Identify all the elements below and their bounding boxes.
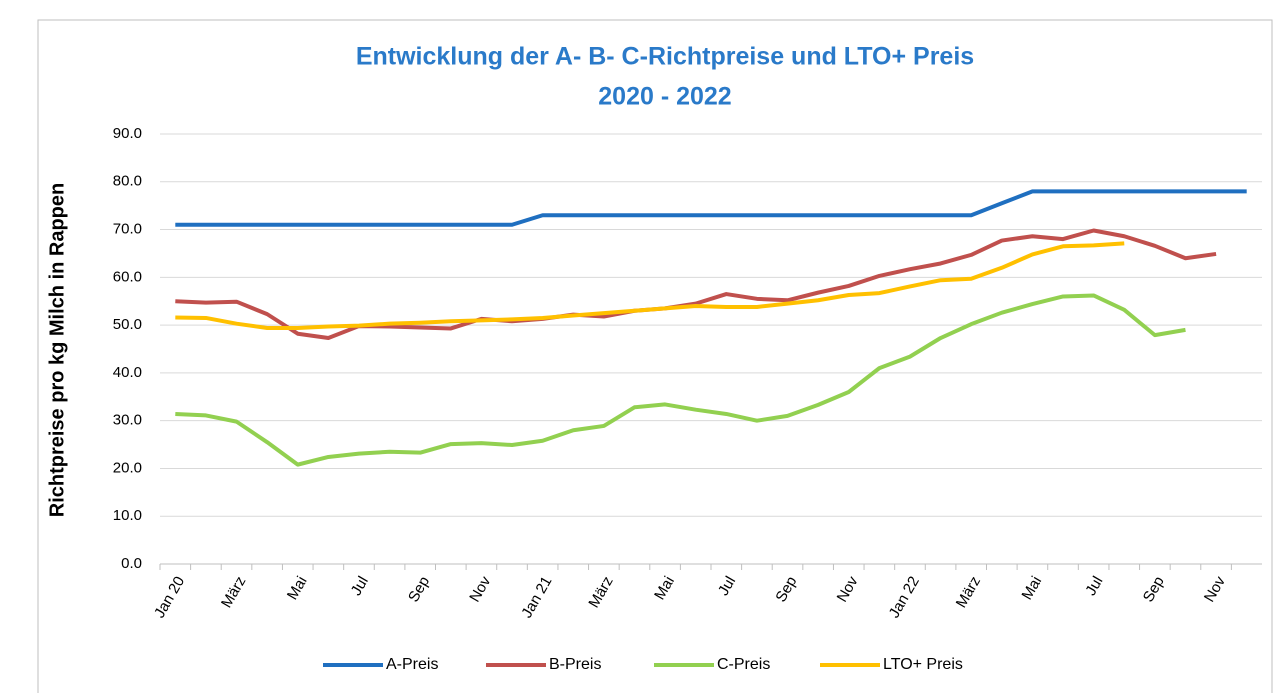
chart-frame [37, 19, 1273, 693]
legend-label: C-Preis [717, 656, 770, 673]
y-tick-label: 20.0 [113, 459, 142, 476]
y-tick-label: 50.0 [113, 316, 142, 333]
y-axis-label: Richtpreise pro kg Milch in Rappen [46, 183, 68, 518]
y-tick-label: 40.0 [113, 364, 142, 381]
y-tick-label: 70.0 [113, 221, 142, 238]
chart-title: Entwicklung der A- B- C-Richtpreise und … [356, 43, 974, 71]
series-line [175, 189, 1247, 227]
y-tick-label: 60.0 [113, 268, 142, 285]
legend-label: A-Preis [386, 656, 438, 673]
series-line [175, 293, 1186, 467]
series-line [175, 241, 1125, 330]
legend-label: B-Preis [549, 656, 601, 673]
y-tick-label: 30.0 [113, 412, 142, 429]
legend-label: LTO+ Preis [883, 656, 963, 673]
y-tick-label: 10.0 [113, 507, 142, 524]
y-tick-label: 0.0 [121, 555, 142, 572]
y-tick-label: 80.0 [113, 173, 142, 190]
chart-subtitle: 2020 - 2022 [598, 83, 731, 111]
series-line [175, 228, 1217, 341]
y-tick-label: 90.0 [113, 125, 142, 142]
